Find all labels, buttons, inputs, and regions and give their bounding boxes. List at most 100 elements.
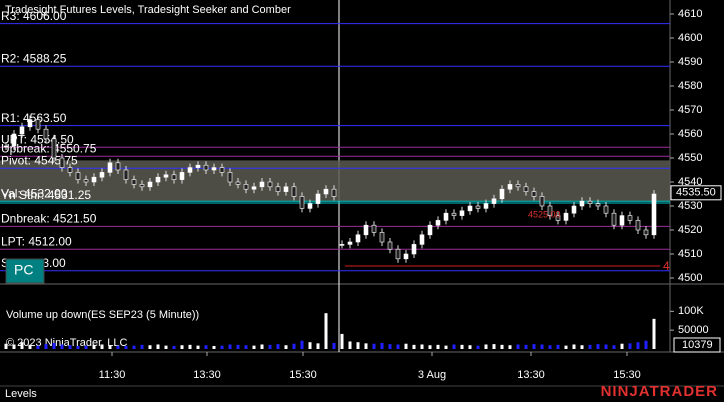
candle [107, 162, 113, 173]
candle [115, 162, 121, 171]
volume-bar [588, 344, 592, 349]
candle [419, 234, 425, 245]
volume-bar [628, 343, 632, 349]
y-tick-label: 4580 [678, 80, 702, 92]
candle [139, 184, 145, 188]
volume-bar [260, 344, 264, 349]
candle [651, 193, 657, 236]
volume-bar [380, 342, 384, 349]
volume-bar [292, 343, 296, 349]
x-tick-label: 11:30 [99, 369, 126, 381]
volume-bar [68, 345, 72, 349]
volume-bar [644, 340, 648, 349]
candle [643, 229, 649, 236]
volume-bar [652, 318, 656, 349]
candle [435, 220, 441, 226]
candle [59, 157, 65, 168]
candle [219, 167, 225, 173]
candle [123, 169, 129, 180]
volume-bar [452, 344, 456, 349]
candle [299, 196, 305, 209]
volume-bar [116, 345, 120, 349]
candle [579, 200, 585, 207]
candle [507, 184, 513, 190]
candle [387, 241, 393, 250]
volume-bar [468, 345, 472, 349]
volume-bar [212, 345, 216, 349]
volume-bar [316, 343, 320, 349]
volume-bar [420, 344, 424, 349]
volume-bar [372, 343, 376, 349]
candle [251, 186, 257, 190]
candle [571, 205, 577, 214]
level-label: LPT: 4512.00 [1, 234, 72, 248]
x-tick-label: 15:30 [289, 369, 317, 381]
candle [315, 193, 321, 204]
x-tick-label: 13:30 [517, 369, 545, 381]
candle [355, 234, 361, 243]
volume-title: Volume up down(ES SEP23 (5 Minute)) [6, 309, 199, 321]
y2-tick-label: 50000 [678, 324, 709, 336]
last-price-box [670, 185, 722, 201]
pc-button[interactable] [5, 258, 45, 284]
tab-label[interactable]: Levels [5, 388, 37, 400]
volume-bar [540, 344, 544, 349]
volume-bar [532, 344, 536, 349]
volume-bar [596, 344, 600, 349]
candle [243, 184, 249, 190]
volume-bar [188, 344, 192, 349]
y-tick-label: 4570 [678, 104, 702, 116]
candle [267, 181, 273, 188]
volume-bar [172, 345, 176, 349]
candle [395, 248, 401, 260]
candle [275, 186, 281, 192]
candle [603, 205, 609, 214]
volume-bar [604, 344, 608, 349]
y2-tick-label: 100K [678, 305, 704, 317]
volume-bar [100, 344, 104, 349]
volume-bar [556, 344, 560, 349]
volume-bar [332, 342, 336, 349]
annotation: 4525.00 [528, 209, 561, 219]
volume-bar [396, 344, 400, 349]
pc-button-label[interactable]: PC [14, 262, 33, 278]
volume-bar [84, 345, 88, 349]
candle [43, 128, 49, 140]
volume-bar [364, 343, 368, 349]
volume-bar [28, 344, 32, 349]
level-label: Pivot: 4545.75 [1, 153, 78, 167]
candle [83, 179, 89, 183]
candle [211, 167, 217, 171]
candle [427, 224, 433, 236]
candle [99, 172, 105, 178]
volume-bar [444, 345, 448, 349]
y-tick-label: 4590 [678, 56, 702, 68]
volume-bar [268, 344, 272, 349]
y-tick-label: 4530 [678, 200, 702, 212]
candle [499, 188, 505, 200]
volume-bar [524, 344, 528, 349]
y-tick-label: 4500 [678, 272, 702, 284]
volume-bar [220, 345, 224, 349]
candle [307, 203, 313, 209]
volume-bar [140, 344, 144, 349]
volume-bar [348, 341, 352, 349]
volume-bar [92, 344, 96, 349]
y-tick-label: 4520 [678, 224, 702, 236]
candle [19, 126, 25, 135]
volume-bar [36, 345, 40, 349]
volume-bar [60, 344, 64, 349]
volume-bar [324, 313, 328, 349]
volume-bar [612, 345, 616, 349]
volume-bar [132, 345, 136, 349]
candle [75, 172, 81, 180]
candle [227, 172, 233, 183]
volume-bar [276, 344, 280, 349]
volume-bar [300, 340, 304, 349]
volume-bar [204, 345, 208, 349]
volume-bar [196, 345, 200, 349]
candle [443, 212, 449, 221]
candle [283, 186, 289, 192]
volume-bar [180, 345, 184, 349]
